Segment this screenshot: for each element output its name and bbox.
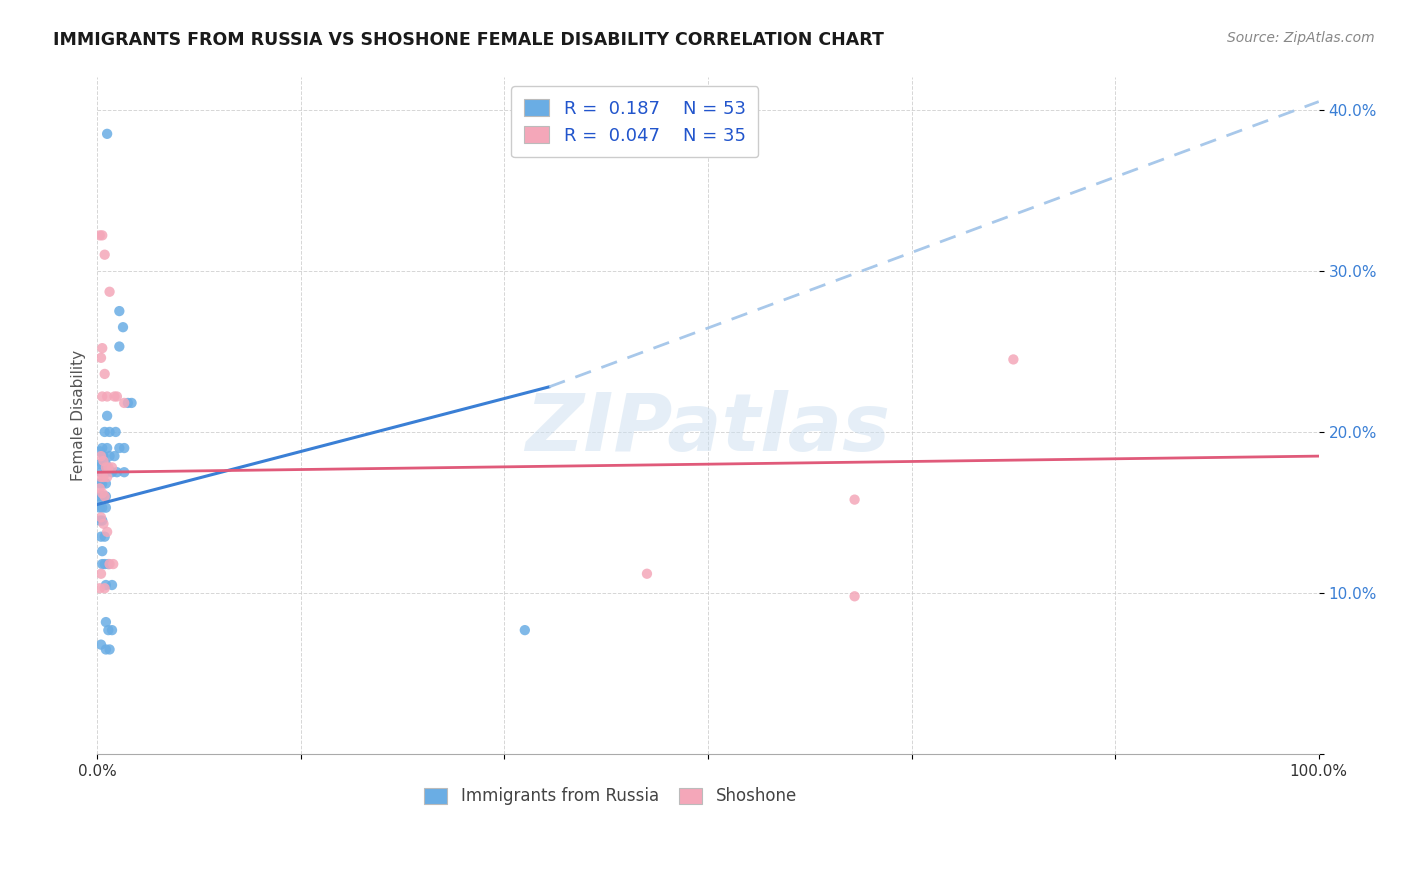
Point: [93, 489, 115, 503]
Point: [108, 339, 131, 353]
Point: [108, 304, 131, 318]
Point: [89, 514, 111, 528]
Point: [94, 615, 117, 629]
Point: [98, 642, 121, 657]
Point: [90, 638, 112, 652]
Point: [91, 457, 114, 471]
Point: [91, 476, 114, 491]
Point: [636, 566, 658, 581]
Point: [91, 441, 114, 455]
Point: [103, 449, 125, 463]
Point: [93, 557, 115, 571]
Point: [96, 470, 118, 484]
Point: [90, 470, 112, 484]
Point: [94, 460, 117, 475]
Point: [93, 248, 115, 262]
Point: [91, 557, 114, 571]
Point: [104, 425, 127, 439]
Point: [98, 425, 121, 439]
Point: [94, 457, 117, 471]
Point: [101, 623, 124, 637]
Point: [96, 409, 118, 423]
Point: [103, 557, 125, 571]
Point: [90, 530, 112, 544]
Point: [91, 514, 114, 528]
Point: [105, 465, 128, 479]
Point: [94, 465, 117, 479]
Point: [91, 544, 114, 558]
Point: [90, 351, 112, 365]
Point: [97, 557, 120, 571]
Point: [94, 500, 117, 515]
Point: [117, 396, 139, 410]
Point: [90, 449, 112, 463]
Point: [1002, 352, 1025, 367]
Point: [96, 524, 118, 539]
Text: Source: ZipAtlas.com: Source: ZipAtlas.com: [1227, 31, 1375, 45]
Point: [94, 489, 117, 503]
Point: [98, 557, 121, 571]
Point: [94, 476, 117, 491]
Point: [93, 581, 115, 595]
Point: [94, 642, 117, 657]
Point: [98, 449, 121, 463]
Point: [90, 510, 112, 524]
Point: [101, 578, 124, 592]
Point: [91, 489, 114, 503]
Point: [96, 127, 118, 141]
Point: [111, 320, 134, 334]
Point: [89, 500, 111, 515]
Point: [103, 389, 125, 403]
Point: [101, 460, 124, 475]
Text: ZIPatlas: ZIPatlas: [526, 391, 890, 468]
Point: [90, 566, 112, 581]
Point: [89, 476, 111, 491]
Point: [89, 489, 111, 503]
Legend: Immigrants from Russia, Shoshone: Immigrants from Russia, Shoshone: [416, 779, 806, 814]
Point: [93, 449, 115, 463]
Point: [93, 454, 115, 468]
Point: [89, 457, 111, 471]
Point: [89, 481, 111, 495]
Point: [98, 285, 121, 299]
Point: [93, 470, 115, 484]
Text: IMMIGRANTS FROM RUSSIA VS SHOSHONE FEMALE DISABILITY CORRELATION CHART: IMMIGRANTS FROM RUSSIA VS SHOSHONE FEMAL…: [53, 31, 884, 49]
Point: [121, 396, 143, 410]
Point: [112, 396, 135, 410]
Point: [89, 444, 111, 458]
Point: [97, 623, 120, 637]
Point: [96, 441, 118, 455]
Point: [112, 465, 135, 479]
Point: [93, 530, 115, 544]
Point: [89, 228, 111, 243]
Y-axis label: Female Disability: Female Disability: [72, 351, 86, 482]
Point: [112, 441, 135, 455]
Point: [87, 498, 110, 512]
Point: [108, 441, 131, 455]
Point: [97, 460, 120, 475]
Point: [89, 581, 111, 595]
Point: [93, 516, 115, 531]
Point: [90, 465, 112, 479]
Point: [96, 389, 118, 403]
Point: [105, 389, 128, 403]
Point: [91, 486, 114, 500]
Point: [844, 492, 866, 507]
Point: [91, 500, 114, 515]
Point: [91, 228, 114, 243]
Point: [93, 367, 115, 381]
Point: [844, 589, 866, 603]
Point: [91, 341, 114, 355]
Point: [513, 623, 536, 637]
Point: [101, 465, 124, 479]
Point: [93, 425, 115, 439]
Point: [94, 578, 117, 592]
Point: [91, 389, 114, 403]
